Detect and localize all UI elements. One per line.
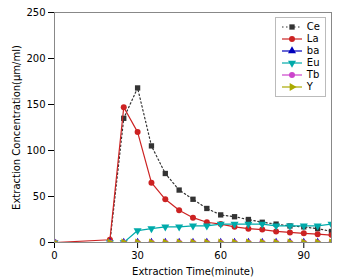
html-text:Tb: Tb	[306, 69, 320, 80]
svg-text:150: 150	[26, 99, 45, 110]
svg-text:30: 30	[131, 250, 144, 261]
html-text:ba: ba	[306, 45, 320, 56]
svg-text:90: 90	[297, 250, 310, 261]
svg-text:50: 50	[33, 191, 46, 202]
svg-text:100: 100	[26, 145, 45, 156]
svg-text:0: 0	[51, 250, 57, 261]
svg-text:Extraction Time(minute): Extraction Time(minute)	[132, 266, 254, 277]
svg-text:250: 250	[26, 7, 45, 18]
svg-text:0: 0	[39, 237, 45, 248]
html-text:La: La	[306, 33, 319, 44]
svg-text:200: 200	[26, 53, 45, 64]
svg-text:60: 60	[214, 250, 227, 261]
html-text:Y: Y	[306, 81, 313, 92]
html-text:Eu: Eu	[306, 57, 320, 68]
html-text:Ce: Ce	[306, 21, 320, 32]
svg-text:Extraction Concentration(μm/ml: Extraction Concentration(μm/ml)	[11, 45, 22, 210]
